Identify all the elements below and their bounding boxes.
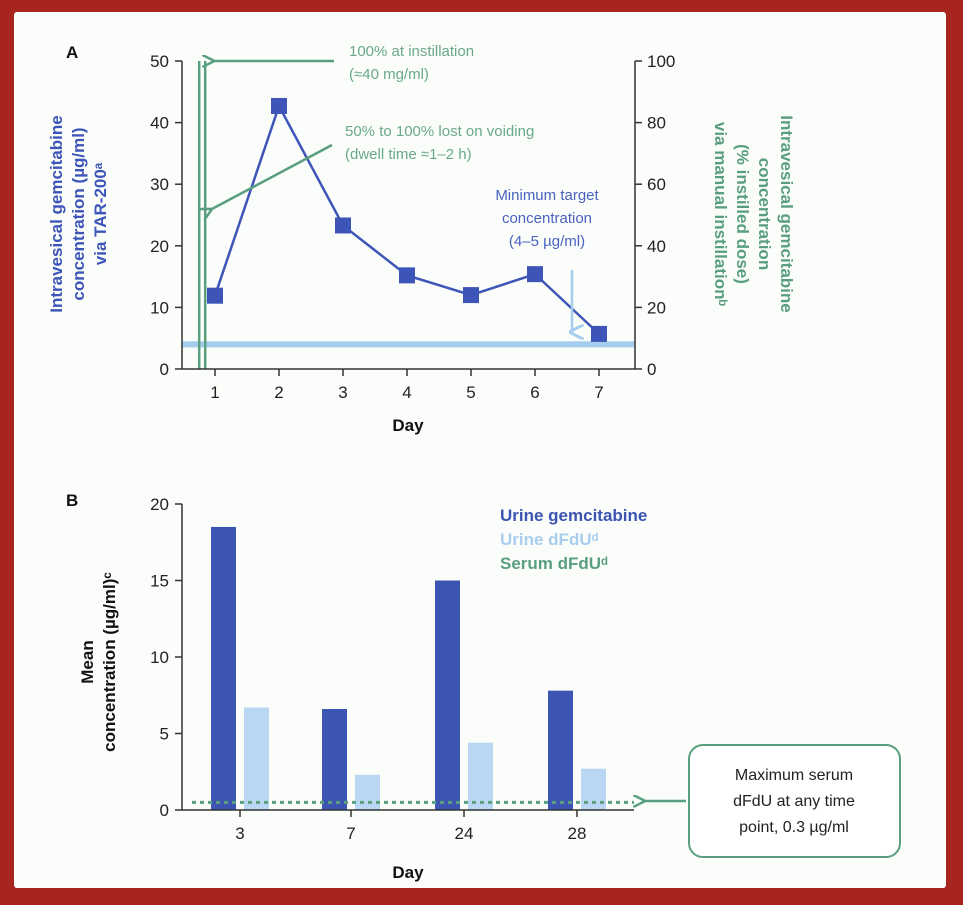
instillation-annotation-line1: 100% at instillation [349, 43, 474, 60]
panel-a-left-tick-label: 20 [150, 237, 169, 256]
panel-a-right-tick-label: 80 [647, 114, 666, 133]
panel-a-point-day-7 [591, 325, 607, 342]
panel-b-x-tick-label: 28 [568, 824, 587, 843]
voiding-annotation-line2: (dwell time ≈1–2 h) [345, 146, 472, 163]
panel-a-point-day-3 [335, 217, 351, 234]
panel-a-left-tick-label: 40 [150, 114, 169, 133]
target-annotation-line1: Minimum target [495, 187, 599, 204]
panel-a-ylabel-right-line1: Intravesical gemcitabine [777, 115, 796, 312]
panel-b-ticks: 0 5 10 15 20 3 7 24 28 [150, 495, 586, 843]
bar-urine-gemcitabine-day-7 [322, 709, 347, 810]
panel-a-axes [181, 61, 636, 370]
panel-b-ylabel-line1: Mean [78, 640, 97, 683]
panel-a-series [207, 97, 607, 342]
bar-urine-gemcitabine-day-24 [435, 580, 460, 810]
panel-a-point-day-4 [399, 267, 415, 284]
panel-a-right-tick-label: 0 [647, 360, 656, 379]
panel-b-xlabel: Day [392, 863, 424, 882]
panel-b-y-tick-label: 20 [150, 495, 169, 514]
panel-a-x-tick-label: 7 [594, 383, 603, 402]
target-annotation-line2: concentration [502, 210, 592, 227]
panel-a-x-tick-label: 1 [210, 383, 219, 402]
voiding-annotation-line1: 50% to 100% lost on voiding [345, 123, 534, 140]
panel-b-y-tick-label: 10 [150, 648, 169, 667]
panel-a-ylabel-left-line3: via TAR-200ᵃ [91, 162, 110, 265]
panel-a-x-tick-label: 2 [274, 383, 283, 402]
instillation-annotation-line2: (≈40 mg/ml) [349, 66, 429, 83]
bar-urine-dfdu-day-3 [244, 707, 269, 810]
legend-serum-dfdu: Serum dFdUᵈ [500, 554, 608, 573]
panel-a-ylabel-right-line2: concentration [755, 158, 774, 270]
panel-a-right-tick-label: 40 [647, 237, 666, 256]
bar-urine-gemcitabine-day-28 [548, 690, 573, 810]
panel-b-x-tick-label: 7 [346, 824, 355, 843]
panel-b-y-tick-label: 0 [160, 801, 169, 820]
bar-urine-gemcitabine-day-3 [211, 526, 236, 810]
panel-b-y-tick-label: 15 [150, 572, 169, 591]
panel-b-label: B [66, 491, 78, 510]
panel-b-bars [211, 526, 606, 810]
panel-a-ylabel-left-line2: concentration (µg/ml) [69, 127, 88, 300]
panel-a-x-tick-label: 6 [530, 383, 539, 402]
panel-a-left-tick-label: 0 [160, 360, 169, 379]
voiding-arrow [210, 143, 333, 210]
panel-a-ylabel-left-line1: Intravesical gemcitabine [47, 115, 66, 312]
panel-b-x-tick-label: 3 [235, 824, 244, 843]
panel-a-right-tick-label: 20 [647, 298, 666, 317]
panel-b-y-tick-label: 5 [160, 725, 169, 744]
legend-urine-dfdu: Urine dFdUᵈ [500, 530, 599, 549]
panel-a-right-tick-label: 100 [647, 52, 675, 71]
bar-urine-dfdu-day-7 [355, 774, 380, 810]
panel-b-ylabel-line2: concentration (µg/ml)ᶜ [100, 572, 119, 752]
panel-a-ylabel-right-line3: (% instilled dose) [733, 144, 752, 284]
panel-a-right-tick-label: 60 [647, 175, 666, 194]
callout-box [688, 744, 901, 858]
panel-a-x-tick-label: 3 [338, 383, 347, 402]
panel-a-xlabel: Day [392, 416, 424, 435]
bar-urine-dfdu-day-24 [468, 742, 493, 810]
target-annotation-line3: (4–5 µg/ml) [509, 233, 585, 250]
callout-line3: point, 0.3 µg/ml [739, 819, 849, 836]
panel-a-x-tick-label: 4 [402, 383, 411, 402]
panel-a-point-day-1 [207, 287, 223, 304]
panel-a-point-day-6 [527, 266, 543, 283]
callout-line2: dFdU at any time [733, 793, 855, 810]
panel-a-ylabel-right-line4: via manual instillationᵇ [711, 122, 730, 307]
figure-panel: A 0 10 20 30 40 50 0 20 40 60 80 100 1 2 3 4 5 6 7 Day Int… [14, 12, 946, 888]
panel-a-ticks: 0 10 20 30 40 50 0 20 40 60 80 100 1 2 3 4 5 6 7 [150, 52, 675, 402]
panel-a-left-tick-label: 50 [150, 52, 169, 71]
panel-a-left-tick-label: 10 [150, 298, 169, 317]
panel-a-label: A [66, 43, 78, 62]
panel-a-point-day-2 [271, 97, 287, 114]
panel-b-x-tick-label: 24 [455, 824, 474, 843]
callout-line1: Maximum serum [735, 767, 853, 784]
panel-a-x-tick-label: 5 [466, 383, 475, 402]
panel-b-legend: Urine gemcitabine Urine dFdUᵈ Serum dFdU… [500, 506, 647, 573]
legend-urine-gemcitabine: Urine gemcitabine [500, 506, 647, 525]
panel-a-left-tick-label: 30 [150, 175, 169, 194]
target-concentration-band [182, 341, 635, 348]
panel-a-point-day-5 [463, 287, 479, 304]
